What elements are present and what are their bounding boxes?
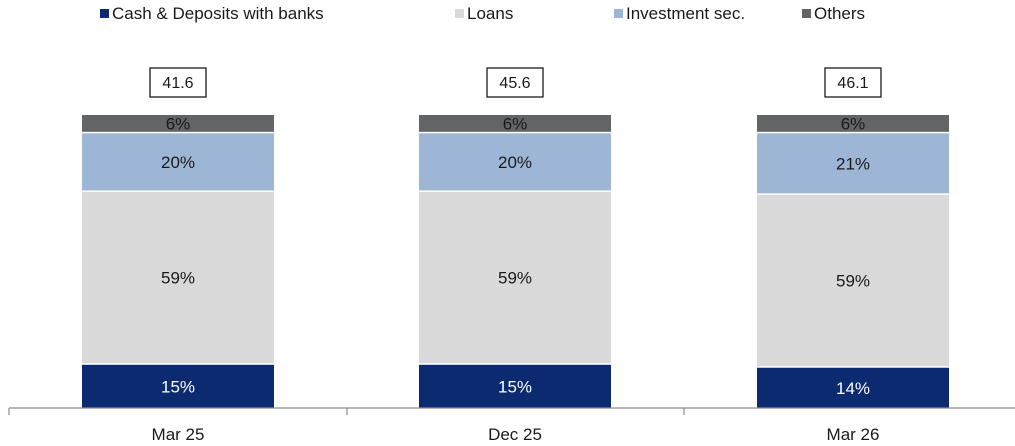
legend-swatch [614, 9, 623, 18]
legend-swatch [455, 9, 464, 18]
total-value: 46.1 [837, 75, 868, 92]
total-box [149, 67, 207, 98]
legend-item-cash-deposits-with-banks: Cash & Deposits with banks [100, 4, 324, 23]
bar-segment-others [757, 115, 949, 132]
x-tick-label: Mar 26 [827, 425, 880, 444]
data-label: 6% [841, 114, 866, 133]
total-value: 41.6 [162, 75, 193, 92]
x-tick-label: Dec 25 [488, 425, 542, 444]
data-label: 6% [166, 114, 191, 133]
bar-segment-others [419, 115, 611, 132]
bar-segment-cash-deposits-with-banks [757, 367, 949, 408]
legend: Cash & Deposits with banks Loans Investmen… [100, 4, 865, 23]
bar-segment-loans [419, 191, 611, 364]
legend-label: Cash & Deposits with banks [112, 4, 324, 23]
data-label: 15% [498, 377, 532, 396]
data-label: 21% [836, 154, 870, 173]
bar-group-mar-25: 15% 59% 20% 6% 41.6 [82, 67, 274, 408]
legend-item-investment-sec: Investment sec. [614, 4, 745, 23]
bar-group-mar-26: 14% 59% 21% 6% 46.1 [757, 67, 949, 408]
total-box [824, 67, 882, 98]
legend-item-others: Others [802, 4, 865, 23]
bar-segment-investment-sec [757, 133, 949, 194]
bar-segment-cash-deposits-with-banks [82, 364, 274, 408]
data-label: 15% [161, 377, 195, 396]
total-value: 45.6 [499, 75, 530, 92]
total-label: 45.6 [486, 67, 544, 98]
x-tick-label: Mar 25 [152, 425, 205, 444]
total-label: 41.6 [149, 67, 207, 98]
data-label: 6% [503, 114, 528, 133]
bar-segment-others [82, 115, 274, 132]
legend-label: Investment sec. [626, 4, 745, 23]
data-label: 59% [161, 269, 195, 288]
x-axis: Mar 25 Dec 25 Mar 26 [8, 407, 1015, 444]
data-label: 59% [836, 272, 870, 291]
legend-item-loans: Loans [455, 4, 513, 23]
legend-label: Others [814, 4, 865, 23]
total-box [486, 67, 544, 98]
bar-segment-loans [757, 194, 949, 367]
legend-label: Loans [467, 4, 513, 23]
legend-swatch [100, 9, 109, 18]
bar-segment-investment-sec [82, 133, 274, 191]
data-label: 59% [498, 269, 532, 288]
bar-segment-loans [82, 191, 274, 364]
total-label: 46.1 [824, 67, 882, 98]
bar-segment-investment-sec [419, 133, 611, 191]
bar-segment-cash-deposits-with-banks [419, 364, 611, 408]
bar-group-dec-25: 15% 59% 20% 6% 45.6 [419, 67, 611, 408]
data-label: 20% [161, 153, 195, 172]
data-label: 14% [836, 379, 870, 398]
legend-swatch [802, 9, 811, 18]
bars: 15% 59% 20% 6% 41.6 15% 59% 20% 6% 45.6 14% 59% 21% 6… [82, 67, 949, 408]
data-label: 20% [498, 153, 532, 172]
